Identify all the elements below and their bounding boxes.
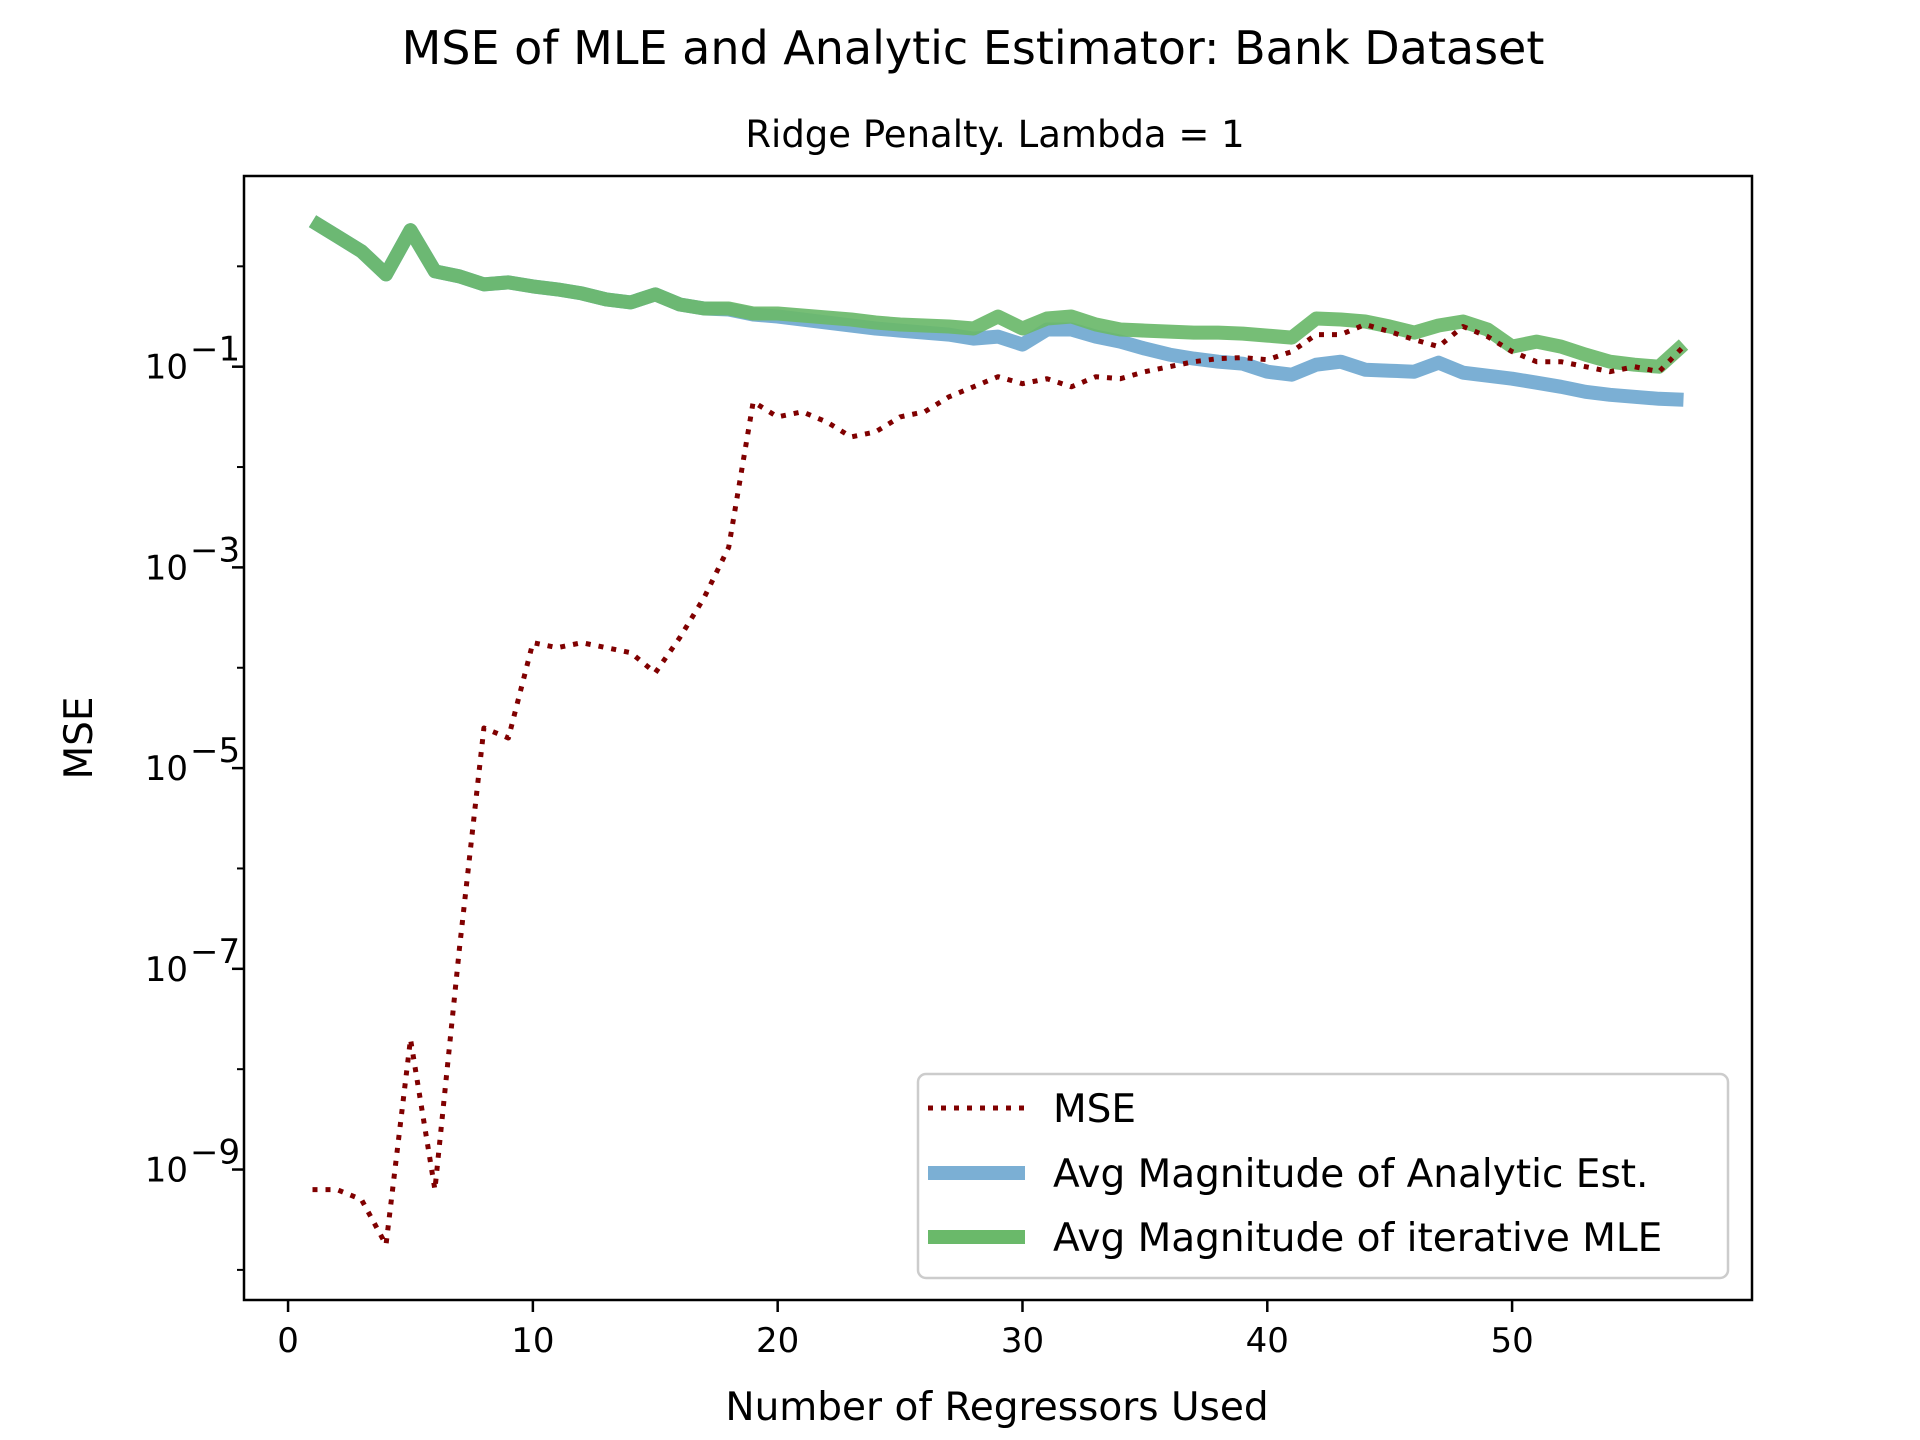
legend-item-mse-label: MSE (1053, 1087, 1136, 1132)
x-tick-label: 50 (1490, 1321, 1533, 1361)
y-tick-label: 10 (145, 348, 188, 388)
x-axis-label: Number of Regressors Used (725, 1385, 1268, 1430)
x-tick-label: 30 (1001, 1321, 1044, 1361)
y-axis-label: MSE (57, 696, 102, 779)
chart-subtitle: Ridge Penalty. Lambda = 1 (745, 113, 1244, 156)
x-tick-label: 20 (756, 1321, 799, 1361)
x-tick-label: 0 (277, 1321, 299, 1361)
x-tick-label: 10 (511, 1321, 554, 1361)
y-tick-exponent: −1 (190, 330, 240, 370)
y-tick-exponent: −5 (190, 731, 240, 771)
y-tick-exponent: −3 (190, 530, 240, 570)
y-tick-label: 10 (145, 749, 188, 789)
series-line-iterative-mle (308, 215, 1689, 374)
x-axis: 0 10 20 30 40 50 (277, 1300, 1534, 1361)
series-layer (308, 215, 1689, 1248)
legend-item-analytic-est-label: Avg Magnitude of Analytic Est. (1053, 1152, 1648, 1197)
legend-item-iterative-mle-label: Avg Magnitude of iterative MLE (1053, 1216, 1662, 1261)
y-tick-exponent: −9 (190, 1133, 240, 1173)
series-line-mse (312, 322, 1686, 1248)
y-tick-label: 10 (145, 1151, 188, 1191)
chart-title: MSE of MLE and Analytic Estimator: Bank … (402, 21, 1545, 75)
y-axis: 10−910−710−510−310−1 (145, 265, 244, 1271)
y-tick-label: 10 (145, 950, 188, 990)
plot-frame (242, 174, 1754, 1302)
legend-box (916, 1072, 1730, 1280)
y-tick-exponent: −7 (190, 932, 240, 972)
x-tick-label: 40 (1246, 1321, 1289, 1361)
legend: MSE Avg Magnitude of Analytic Est. Avg Mag… (916, 1072, 1730, 1280)
y-tick-label: 10 (145, 548, 188, 588)
